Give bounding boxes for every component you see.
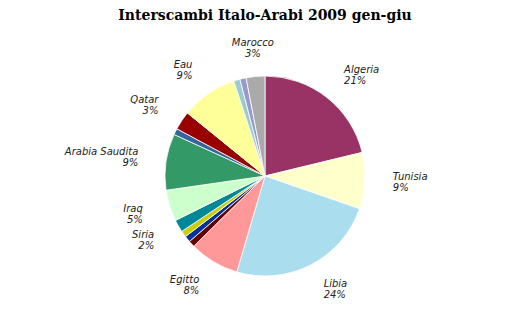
data-label: Algeria21% [343, 64, 379, 86]
pie [165, 76, 365, 276]
data-label-line: 9% [177, 70, 193, 81]
data-label-line: 24% [324, 289, 346, 300]
data-label: Arabia Saudita9% [64, 146, 139, 168]
data-label-line: Eau [174, 59, 193, 70]
data-label-line: 3% [245, 48, 261, 59]
data-label-line: Qatar [130, 94, 159, 105]
data-label-line: Arabia Saudita [64, 146, 139, 157]
data-label-line: Libia [324, 278, 348, 289]
data-label: Siria2% [132, 229, 154, 251]
data-label: Iraq5% [123, 203, 143, 225]
data-label-line: 2% [138, 240, 154, 251]
data-label: Tunisia9% [393, 171, 428, 193]
data-label: Marocco3% [232, 37, 274, 59]
data-label: Egitto8% [170, 274, 199, 296]
data-label-line: Iraq [123, 203, 143, 214]
data-label-line: 3% [143, 105, 159, 116]
data-label: Libia24% [324, 278, 348, 300]
data-label-line: 8% [183, 285, 199, 296]
data-label-line: Marocco [232, 37, 274, 48]
data-label: Eau9% [174, 59, 193, 81]
data-label-line: Egitto [170, 274, 199, 285]
data-labels: Algeria21%Tunisia9%Libia24%Egitto8%Siria… [64, 37, 428, 300]
chart: Interscambi Italo-Arabi 2009 gen-giu Alge… [0, 0, 530, 323]
title: Interscambi Italo-Arabi 2009 gen-giu [118, 7, 411, 23]
data-label-line: Tunisia [393, 171, 428, 182]
data-label-line: Algeria [343, 64, 379, 75]
data-label-line: 21% [344, 75, 366, 86]
data-label-line: 9% [393, 182, 409, 193]
data-label: Qatar3% [130, 94, 159, 116]
data-label-line: 9% [122, 157, 138, 168]
data-label-line: 5% [127, 214, 143, 225]
pie-slice [246, 76, 265, 176]
data-label-line: Siria [132, 229, 154, 240]
